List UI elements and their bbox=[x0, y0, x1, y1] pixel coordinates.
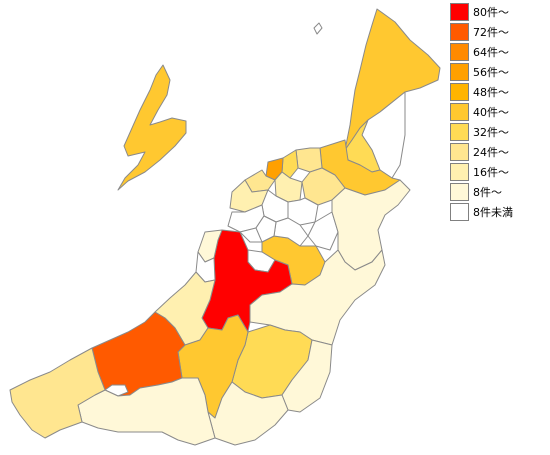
legend-item: 32件～ bbox=[450, 122, 513, 142]
region-itoigawa[interactable] bbox=[9, 347, 106, 439]
region-tsunan[interactable] bbox=[207, 381, 289, 446]
legend-label: 24件～ bbox=[473, 146, 509, 159]
legend-label: 8件未満 bbox=[473, 206, 513, 219]
legend-item: 16件～ bbox=[450, 162, 513, 182]
legend-item: 8件未満 bbox=[450, 202, 513, 222]
region-awashima[interactable] bbox=[313, 22, 323, 35]
legend-swatch bbox=[450, 43, 469, 61]
legend-label: 40件～ bbox=[473, 106, 509, 119]
legend-swatch bbox=[450, 183, 469, 201]
legend-item: 64件～ bbox=[450, 42, 513, 62]
region-sado[interactable] bbox=[117, 64, 187, 191]
legend-swatch bbox=[450, 143, 469, 161]
legend-item: 24件～ bbox=[450, 142, 513, 162]
region-yuzawa[interactable] bbox=[281, 339, 333, 413]
legend-label: 80件～ bbox=[473, 6, 509, 19]
legend-item: 80件～ bbox=[450, 2, 513, 22]
legend-label: 64件～ bbox=[473, 46, 509, 59]
region-myoko[interactable] bbox=[77, 377, 216, 446]
legend-item: 8件～ bbox=[450, 182, 513, 202]
legend-label: 72件～ bbox=[473, 26, 509, 39]
legend-swatch bbox=[450, 103, 469, 121]
legend-item: 40件～ bbox=[450, 102, 513, 122]
region-tagami[interactable] bbox=[255, 215, 277, 243]
legend-label: 16件～ bbox=[473, 166, 509, 179]
legend-label: 56件～ bbox=[473, 66, 509, 79]
region-kamo[interactable] bbox=[273, 217, 309, 247]
legend-item: 72件～ bbox=[450, 22, 513, 42]
legend-label: 32件～ bbox=[473, 126, 509, 139]
legend-swatch bbox=[450, 123, 469, 141]
legend-swatch bbox=[450, 83, 469, 101]
region-aga[interactable] bbox=[331, 179, 411, 271]
legend-item: 48件～ bbox=[450, 82, 513, 102]
legend-label: 8件～ bbox=[473, 186, 502, 199]
region-seiro[interactable] bbox=[295, 147, 323, 173]
legend-swatch bbox=[450, 163, 469, 181]
legend-swatch bbox=[450, 203, 469, 221]
legend-item: 56件～ bbox=[450, 62, 513, 82]
legend-swatch bbox=[450, 3, 469, 21]
legend-swatch bbox=[450, 63, 469, 81]
legend-swatch bbox=[450, 23, 469, 41]
legend-label: 48件～ bbox=[473, 86, 509, 99]
legend: 80件～ 72件～ 64件～ 56件～ 48件～ 40件～ 32件～ 24件～ 16件～ 8件～ 8… bbox=[450, 2, 513, 222]
